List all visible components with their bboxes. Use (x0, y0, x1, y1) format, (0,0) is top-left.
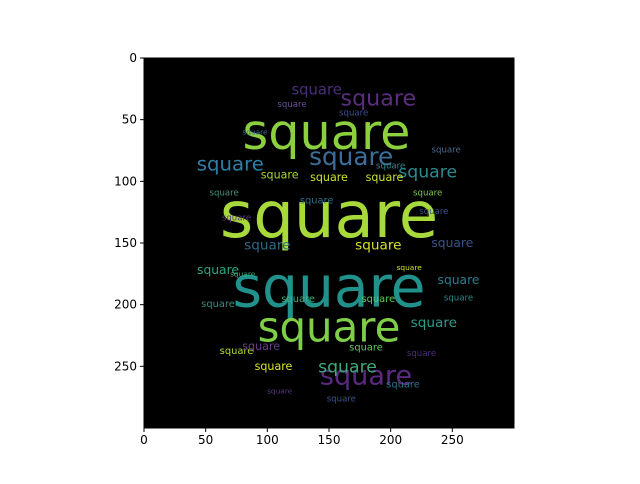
word-square: square (310, 171, 348, 184)
word-square: square (210, 189, 239, 199)
word-square: square (320, 361, 412, 392)
y-tick-label: 0 (129, 51, 137, 65)
y-tick-label: 200 (114, 298, 137, 312)
x-tick-label: 0 (140, 433, 148, 447)
word-square: square (339, 109, 368, 119)
word-square: square (398, 163, 457, 183)
word-square: square (362, 294, 396, 305)
word-square: square (327, 395, 356, 405)
word-square: square (281, 294, 315, 305)
word-square: square (438, 273, 480, 287)
word-square: square (376, 162, 405, 172)
x-tick-label: 250 (441, 433, 464, 447)
word-square: square (366, 171, 404, 184)
word-square: square (419, 207, 448, 217)
x-tick-label: 100 (256, 433, 279, 447)
word-square: square (261, 169, 299, 182)
word-square: square (397, 263, 423, 272)
word-square: square (201, 299, 235, 310)
y-tick-label: 150 (114, 236, 137, 250)
word-square: square (267, 387, 293, 396)
x-tick-label: 200 (379, 433, 402, 447)
word-square: square (407, 349, 436, 359)
word-square: square (255, 360, 293, 373)
word-square: square (431, 236, 473, 250)
word-square: square (318, 358, 377, 378)
word-square: square (242, 340, 280, 353)
word-square: square (232, 254, 425, 320)
word-square: square (386, 379, 420, 390)
plot-background (144, 58, 514, 428)
x-axis: 0 50 100 150 200 250 (140, 428, 464, 447)
word-square: square (220, 179, 438, 253)
word-square: square (291, 82, 341, 99)
word-square: square (349, 342, 383, 353)
word-square: square (197, 263, 239, 277)
word-layer: squaresquaresquaresquaresquaresquaresqua… (197, 82, 480, 405)
word-square: square (411, 315, 457, 331)
word-square: square (341, 86, 417, 112)
y-tick-label: 100 (114, 174, 137, 188)
word-square: square (220, 346, 254, 357)
y-axis: 0 50 100 150 200 250 (114, 51, 144, 373)
word-square: square (277, 100, 306, 110)
x-tick-label: 50 (198, 433, 213, 447)
word-square: square (197, 153, 264, 176)
word-square: square (413, 189, 442, 199)
word-square: square (432, 146, 461, 156)
word-square: square (300, 196, 334, 207)
x-tick-label: 150 (318, 433, 341, 447)
word-square: square (242, 128, 268, 137)
word-square: square (230, 269, 256, 278)
word-square: square (444, 294, 473, 304)
word-square: square (222, 213, 251, 223)
word-square: square (355, 237, 401, 253)
word-square: square (258, 302, 401, 351)
word-square: square (243, 103, 411, 161)
y-tick-label: 50 (122, 113, 137, 127)
word-square: square (244, 237, 290, 253)
word-square: square (309, 142, 393, 171)
y-tick-label: 250 (114, 359, 137, 373)
